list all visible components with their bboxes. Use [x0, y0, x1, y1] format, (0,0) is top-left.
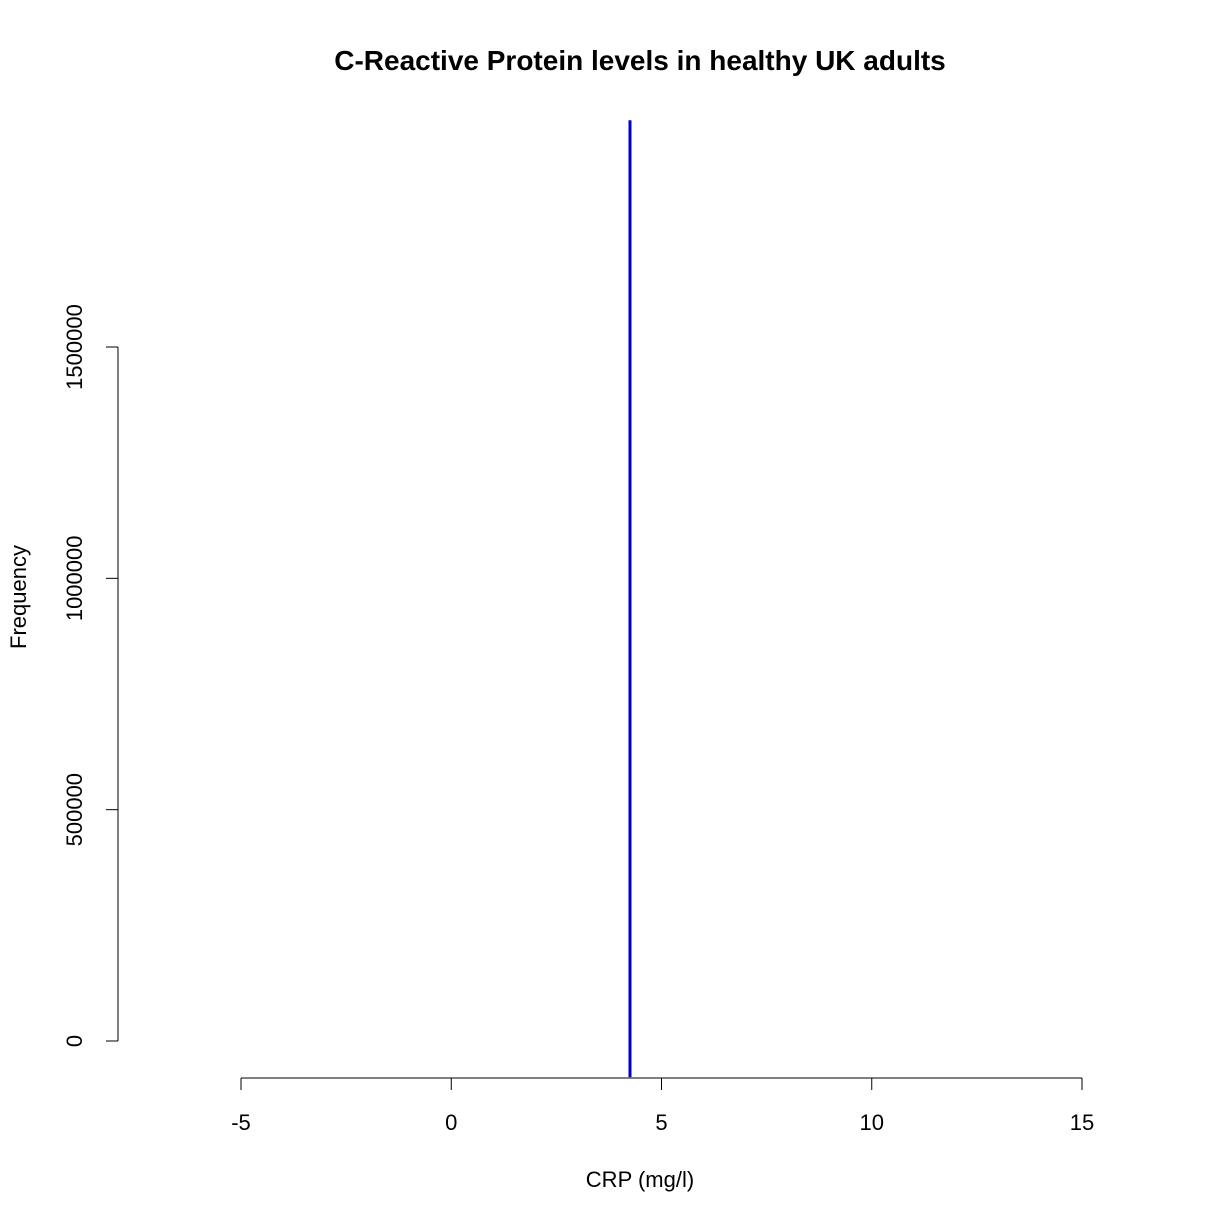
- x-tick-label: 15: [1070, 1110, 1094, 1135]
- y-tick-label: 1000000: [62, 536, 87, 622]
- chart-title: C-Reactive Protein levels in healthy UK …: [334, 45, 946, 76]
- y-tick-label: 1500000: [62, 304, 87, 390]
- y-tick-label: 500000: [62, 773, 87, 846]
- x-tick-label: 5: [655, 1110, 667, 1135]
- x-tick-label: 0: [445, 1110, 457, 1135]
- x-axis: -5 0 5 10 15: [231, 1077, 1094, 1135]
- x-axis-label: CRP (mg/l): [586, 1167, 694, 1192]
- y-axis-label: Frequency: [6, 545, 31, 649]
- y-tick-label: 0: [62, 1035, 87, 1047]
- x-tick-label: -5: [231, 1110, 251, 1135]
- y-axis: 0 500000 1000000 1500000: [62, 304, 119, 1047]
- x-tick-label: 10: [860, 1110, 884, 1135]
